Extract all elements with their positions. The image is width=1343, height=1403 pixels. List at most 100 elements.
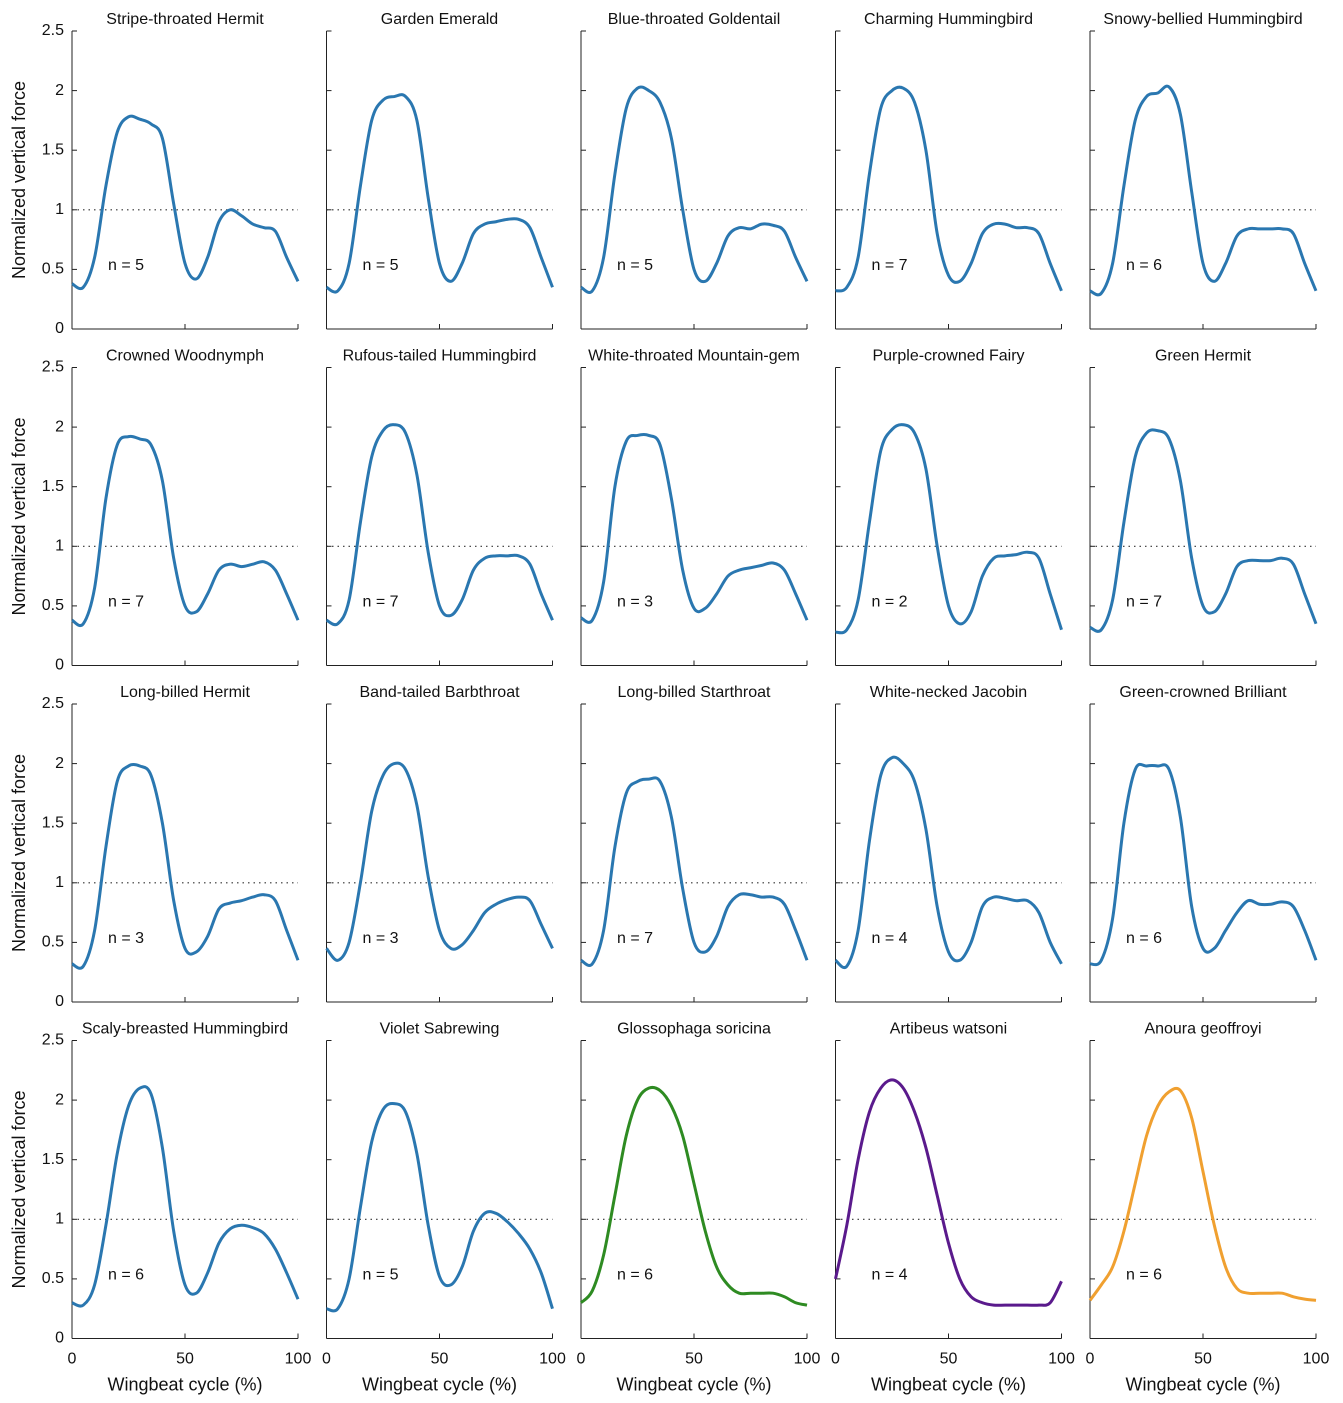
x-tick-label: 0 <box>68 1351 77 1368</box>
y-axis-label: Normalized vertical force <box>9 81 29 279</box>
y-tick-label: 2 <box>55 418 64 435</box>
sample-size: n = 3 <box>617 594 653 611</box>
mean-line <box>834 1078 1063 1307</box>
sample-size: n = 5 <box>363 1267 399 1284</box>
mean-line <box>325 93 554 294</box>
x-tick-label: 50 <box>1194 1351 1212 1368</box>
mean-line <box>580 432 809 624</box>
sample-size: n = 3 <box>363 930 399 947</box>
y-tick-label: 0.5 <box>42 597 64 614</box>
y-axis-label: Normalized vertical force <box>9 417 29 615</box>
panel-title: Long-billed Hermit <box>120 684 250 701</box>
panel-title: Garden Emerald <box>381 11 498 28</box>
panel-title: Blue-throated Goldentail <box>608 11 781 28</box>
mean-line <box>580 776 809 967</box>
y-tick-label: 2.5 <box>42 359 64 376</box>
sample-size: n = 7 <box>872 257 908 274</box>
x-axis-label: Wingbeat cycle (%) <box>107 1374 262 1394</box>
panel-title: White-necked Jacobin <box>870 684 1027 701</box>
y-tick-label: 2 <box>55 755 64 772</box>
x-tick-label: 0 <box>322 1351 331 1368</box>
panel-title: White-throated Mountain-gem <box>588 348 800 365</box>
mean-line <box>325 761 554 962</box>
panel-title: Artibeus watsoni <box>890 1021 1007 1038</box>
y-tick-label: 0 <box>55 1330 64 1347</box>
y-tick-label: 0 <box>55 993 64 1010</box>
panel-title: Violet Sabrewing <box>380 1021 500 1038</box>
x-tick-label: 0 <box>577 1351 586 1368</box>
y-tick-label: 1.5 <box>42 141 64 158</box>
sample-size: n = 6 <box>1126 1267 1162 1284</box>
mean-line <box>1088 1086 1317 1302</box>
x-tick-label: 100 <box>539 1351 566 1368</box>
panel-title: Long-billed Starthroat <box>618 684 772 701</box>
mean-line <box>325 423 554 627</box>
x-tick-label: 50 <box>176 1351 194 1368</box>
y-tick-label: 1 <box>55 201 64 218</box>
y-tick-label: 2 <box>55 1091 64 1108</box>
y-tick-label: 0.5 <box>42 261 64 278</box>
sample-size: n = 6 <box>1126 930 1162 947</box>
panel-title: Charming Hummingbird <box>864 11 1033 28</box>
panel-title: Crowned Woodnymph <box>106 348 264 365</box>
y-tick-label: 0 <box>55 320 64 337</box>
sample-size: n = 5 <box>617 257 653 274</box>
panel-title: Glossophaga soricina <box>617 1021 771 1038</box>
x-tick-label: 0 <box>1086 1351 1095 1368</box>
sample-size: n = 6 <box>108 1267 144 1284</box>
panel-title: Green-crowned Brilliant <box>1119 684 1287 701</box>
sample-size: n = 7 <box>108 594 144 611</box>
panel-title: Rufous-tailed Hummingbird <box>343 348 537 365</box>
y-tick-label: 2.5 <box>42 1032 64 1049</box>
panel-title: Snowy-bellied Hummingbird <box>1103 11 1302 28</box>
sample-size: n = 2 <box>872 594 908 611</box>
sample-size: n = 5 <box>363 257 399 274</box>
mean-line <box>1089 428 1318 633</box>
sample-size: n = 7 <box>617 930 653 947</box>
panel-title: Band-tailed Barbthroat <box>359 684 520 701</box>
y-tick-label: 1 <box>55 874 64 891</box>
mean-line <box>1089 762 1318 967</box>
y-tick-label: 0.5 <box>42 1270 64 1287</box>
mean-line <box>835 423 1063 635</box>
mean-line <box>71 1085 300 1308</box>
y-tick-label: 0 <box>55 657 64 674</box>
y-tick-label: 1 <box>55 1211 64 1228</box>
y-tick-label: 1.5 <box>42 1151 64 1168</box>
panel-title: Anoura geoffroyi <box>1144 1021 1261 1038</box>
mean-line <box>579 1085 808 1307</box>
panel-title: Scaly-breasted Hummingbird <box>82 1021 288 1038</box>
mean-line <box>326 1102 554 1313</box>
x-tick-label: 100 <box>285 1351 312 1368</box>
sample-size: n = 7 <box>1126 594 1162 611</box>
mean-line <box>580 85 809 294</box>
x-axis-label: Wingbeat cycle (%) <box>362 1374 517 1394</box>
x-tick-label: 100 <box>1048 1351 1075 1368</box>
panel-title: Green Hermit <box>1155 348 1252 365</box>
mean-line <box>835 85 1063 293</box>
x-tick-label: 100 <box>1303 1351 1330 1368</box>
sample-size: n = 5 <box>108 257 144 274</box>
sample-size: n = 4 <box>872 1267 908 1284</box>
x-tick-label: 0 <box>831 1351 840 1368</box>
sample-size: n = 3 <box>108 930 144 947</box>
mean-line <box>71 434 300 628</box>
panel-title: Stripe-throated Hermit <box>106 11 264 28</box>
x-tick-label: 50 <box>431 1351 449 1368</box>
y-tick-label: 1 <box>55 538 64 555</box>
y-axis-label: Normalized vertical force <box>9 754 29 952</box>
y-tick-label: 0.5 <box>42 934 64 951</box>
mean-line <box>834 755 1063 970</box>
sample-size: n = 4 <box>872 930 908 947</box>
y-tick-label: 1.5 <box>42 478 64 495</box>
mean-line <box>1089 84 1318 297</box>
y-tick-label: 2.5 <box>42 22 64 39</box>
x-tick-label: 50 <box>940 1351 958 1368</box>
mean-line <box>71 114 300 291</box>
y-axis-label: Normalized vertical force <box>9 1090 29 1288</box>
mean-line <box>71 762 300 970</box>
sample-size: n = 7 <box>363 594 399 611</box>
sample-size: n = 6 <box>1126 257 1162 274</box>
